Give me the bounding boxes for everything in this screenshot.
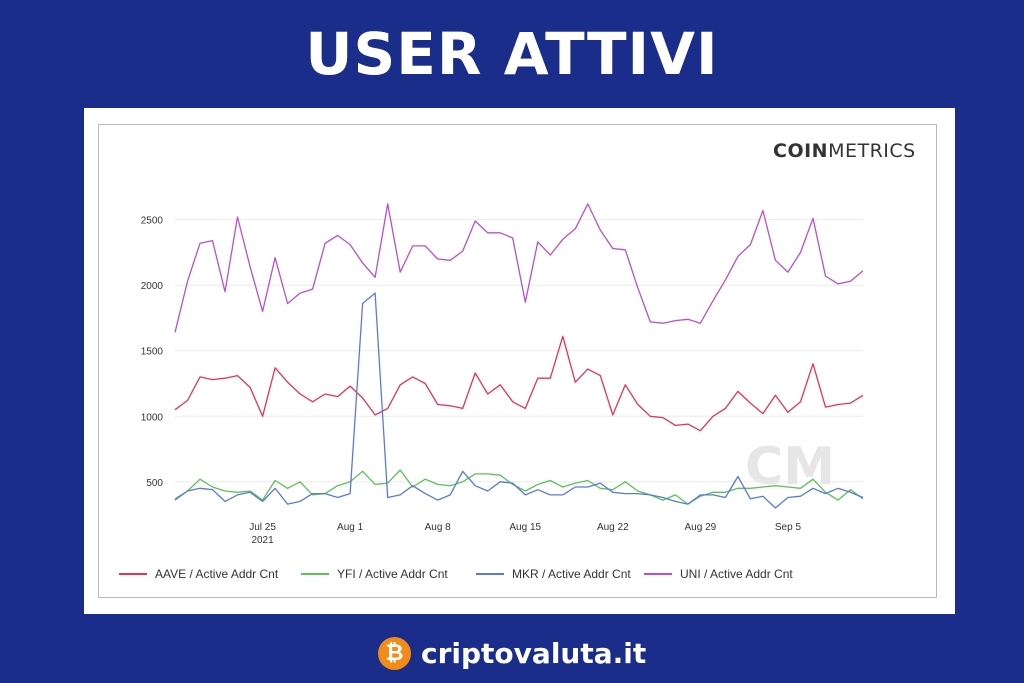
y-tick-label: 2000: [141, 281, 164, 292]
legend-label[interactable]: UNI / Active Addr Cnt: [680, 567, 793, 581]
series-line-1: [174, 335, 864, 432]
x-axis: Jul 25 2021 Aug 1 Aug 8 Aug 15 Aug 22 Aug 29 Se…: [249, 522, 801, 546]
grid-lines: [175, 219, 863, 483]
coinmetrics-logo: COINMETRICS: [773, 140, 916, 162]
x-tick-label: Aug 29: [685, 522, 717, 533]
series-line-2: [174, 469, 864, 505]
y-tick-label: 2500: [141, 216, 164, 227]
legend: AAVE / Active Addr Cnt YFI / Active Addr …: [119, 567, 793, 581]
x-tick-label: Aug 22: [597, 522, 629, 533]
x-tick-sublabel: 2021: [251, 535, 274, 546]
y-tick-label: 1500: [141, 347, 164, 358]
legend-label[interactable]: AAVE / Active Addr Cnt: [155, 567, 279, 581]
y-tick-label: 1000: [141, 412, 164, 423]
y-tick-label: 500: [146, 478, 163, 489]
y-axis: 500 1000 1500 2000 2500: [141, 216, 164, 489]
footer-logo[interactable]: ₿ criptovaluta.it: [378, 636, 646, 670]
legend-label[interactable]: YFI / Active Addr Cnt: [337, 567, 448, 581]
legend-label[interactable]: MKR / Active Addr Cnt: [512, 567, 631, 581]
chart-card: [84, 108, 955, 614]
x-tick-label: Jul 25: [249, 522, 276, 533]
bitcoin-coin-icon: ₿: [378, 636, 411, 670]
x-tick-label: Aug 8: [425, 522, 452, 533]
x-tick-label: Aug 1: [337, 522, 364, 533]
x-tick-label: Aug 15: [509, 522, 541, 533]
series-line-4: [174, 203, 864, 333]
chart-frame: [98, 124, 937, 598]
series-lines: [174, 203, 864, 509]
x-tick-label: Sep 5: [775, 522, 802, 533]
brand-bold: COIN: [773, 140, 829, 162]
page-title: USER ATTIVI: [305, 20, 719, 88]
series-line-3: [174, 292, 864, 509]
brand-light: METRICS: [828, 140, 916, 162]
site-name: criptovaluta.it: [421, 636, 647, 670]
